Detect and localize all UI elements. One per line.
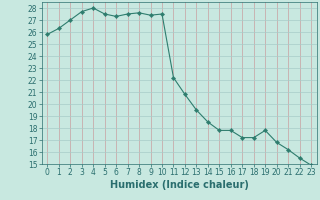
X-axis label: Humidex (Indice chaleur): Humidex (Indice chaleur)	[110, 180, 249, 190]
